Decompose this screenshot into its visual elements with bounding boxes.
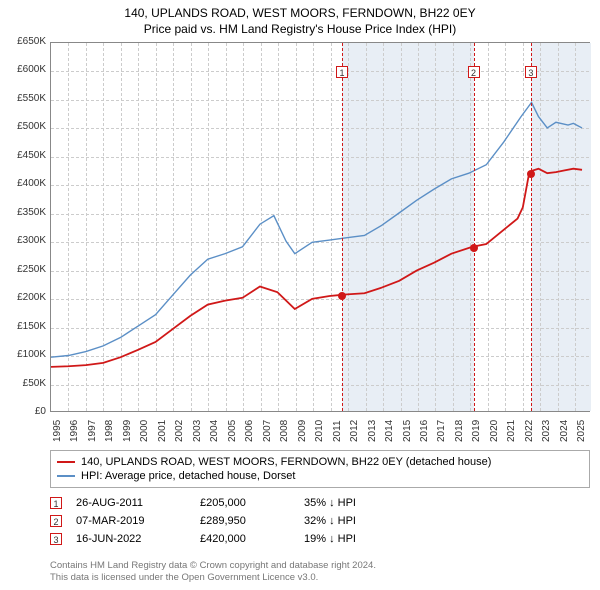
x-axis-tick-label: 2015 bbox=[403, 420, 413, 442]
footer-line-2: This data is licensed under the Open Gov… bbox=[50, 572, 318, 583]
legend-item: HPI: Average price, detached house, Dors… bbox=[57, 469, 583, 483]
x-axis-tick-label: 2009 bbox=[298, 420, 308, 442]
title-line-2: Price paid vs. HM Land Registry's House … bbox=[0, 22, 600, 38]
y-axis-tick-label: £150K bbox=[8, 322, 46, 332]
x-axis-tick-label: 2025 bbox=[577, 420, 587, 442]
x-axis-tick-label: 2007 bbox=[263, 420, 273, 442]
event-number-box: 1 bbox=[50, 497, 62, 509]
x-axis-tick-label: 2005 bbox=[228, 420, 238, 442]
event-number-box: 3 bbox=[50, 533, 62, 545]
y-axis-tick-label: £550K bbox=[8, 94, 46, 104]
x-axis-tick-label: 2006 bbox=[245, 420, 255, 442]
y-axis-tick-label: £600K bbox=[8, 65, 46, 75]
x-axis-tick-label: 2011 bbox=[333, 420, 343, 442]
event-marker: 3 bbox=[525, 66, 537, 78]
x-axis-tick-label: 2012 bbox=[350, 420, 360, 442]
footer-attribution: Contains HM Land Registry data © Crown c… bbox=[50, 560, 590, 584]
x-axis-tick-label: 2010 bbox=[315, 420, 325, 442]
x-axis-tick-label: 2014 bbox=[385, 420, 395, 442]
event-line bbox=[474, 43, 475, 411]
title-line-1: 140, UPLANDS ROAD, WEST MOORS, FERNDOWN,… bbox=[0, 6, 600, 22]
x-axis-tick-label: 2021 bbox=[507, 420, 517, 442]
x-axis-tick-label: 2022 bbox=[525, 420, 535, 442]
event-dot bbox=[527, 170, 535, 178]
legend-swatch bbox=[57, 475, 75, 477]
events-table: 1 26-AUG-2011 £205,000 35% ↓ HPI 2 07-MAR-201… bbox=[50, 494, 590, 548]
x-axis-tick-label: 2024 bbox=[560, 420, 570, 442]
x-axis-tick-label: 2013 bbox=[368, 420, 378, 442]
x-axis-tick-label: 1997 bbox=[88, 420, 98, 442]
event-pct: 32% ↓ HPI bbox=[304, 515, 404, 527]
chart-title: 140, UPLANDS ROAD, WEST MOORS, FERNDOWN,… bbox=[0, 0, 600, 37]
events-table-row: 3 16-JUN-2022 £420,000 19% ↓ HPI bbox=[50, 530, 590, 548]
events-table-row: 1 26-AUG-2011 £205,000 35% ↓ HPI bbox=[50, 494, 590, 512]
event-marker: 1 bbox=[336, 66, 348, 78]
event-line bbox=[342, 43, 343, 411]
y-axis-tick-label: £350K bbox=[8, 208, 46, 218]
x-axis-tick-label: 2003 bbox=[193, 420, 203, 442]
plot-area: 1 2 3 bbox=[50, 42, 590, 412]
y-axis-tick-label: £200K bbox=[8, 293, 46, 303]
y-axis-tick-label: £400K bbox=[8, 179, 46, 189]
event-price: £205,000 bbox=[200, 497, 290, 509]
y-axis-tick-label: £50K bbox=[8, 379, 46, 389]
event-date: 16-JUN-2022 bbox=[76, 533, 186, 545]
event-pct: 19% ↓ HPI bbox=[304, 533, 404, 545]
legend-label: 140, UPLANDS ROAD, WEST MOORS, FERNDOWN,… bbox=[81, 456, 491, 468]
y-axis-tick-label: £650K bbox=[8, 37, 46, 47]
event-pct: 35% ↓ HPI bbox=[304, 497, 404, 509]
event-dot bbox=[338, 292, 346, 300]
x-axis-tick-label: 2017 bbox=[437, 420, 447, 442]
x-axis-tick-label: 2008 bbox=[280, 420, 290, 442]
x-axis-tick-label: 2002 bbox=[175, 420, 185, 442]
y-axis-tick-label: £250K bbox=[8, 265, 46, 275]
event-price: £420,000 bbox=[200, 533, 290, 545]
event-dot bbox=[470, 244, 478, 252]
x-axis-tick-label: 2018 bbox=[455, 420, 465, 442]
legend-item: 140, UPLANDS ROAD, WEST MOORS, FERNDOWN,… bbox=[57, 455, 583, 469]
x-axis-tick-label: 2023 bbox=[542, 420, 552, 442]
y-axis-tick-label: £0 bbox=[8, 407, 46, 417]
y-axis-tick-label: £500K bbox=[8, 122, 46, 132]
legend-label: HPI: Average price, detached house, Dors… bbox=[81, 470, 295, 482]
event-date: 26-AUG-2011 bbox=[76, 497, 186, 509]
x-axis-tick-label: 1996 bbox=[70, 420, 80, 442]
x-axis-tick-label: 1995 bbox=[53, 420, 63, 442]
x-axis-tick-label: 2000 bbox=[140, 420, 150, 442]
event-line bbox=[531, 43, 532, 411]
event-date: 07-MAR-2019 bbox=[76, 515, 186, 527]
y-axis-tick-label: £300K bbox=[8, 236, 46, 246]
series-price_paid bbox=[51, 169, 582, 367]
legend: 140, UPLANDS ROAD, WEST MOORS, FERNDOWN,… bbox=[50, 450, 590, 488]
x-axis-tick-label: 2001 bbox=[158, 420, 168, 442]
house-price-chart: 140, UPLANDS ROAD, WEST MOORS, FERNDOWN,… bbox=[0, 0, 600, 590]
x-axis-tick-label: 2019 bbox=[472, 420, 482, 442]
events-table-row: 2 07-MAR-2019 £289,950 32% ↓ HPI bbox=[50, 512, 590, 530]
y-axis-tick-label: £100K bbox=[8, 350, 46, 360]
footer-line-1: Contains HM Land Registry data © Crown c… bbox=[50, 560, 376, 571]
x-axis-tick-label: 2020 bbox=[490, 420, 500, 442]
event-marker: 2 bbox=[468, 66, 480, 78]
event-price: £289,950 bbox=[200, 515, 290, 527]
x-axis-tick-label: 2016 bbox=[420, 420, 430, 442]
y-axis-tick-label: £450K bbox=[8, 151, 46, 161]
series-svg bbox=[51, 43, 589, 411]
x-axis-tick-label: 1999 bbox=[123, 420, 133, 442]
event-number-box: 2 bbox=[50, 515, 62, 527]
x-axis-tick-label: 2004 bbox=[210, 420, 220, 442]
legend-swatch bbox=[57, 461, 75, 463]
x-axis-tick-label: 1998 bbox=[105, 420, 115, 442]
